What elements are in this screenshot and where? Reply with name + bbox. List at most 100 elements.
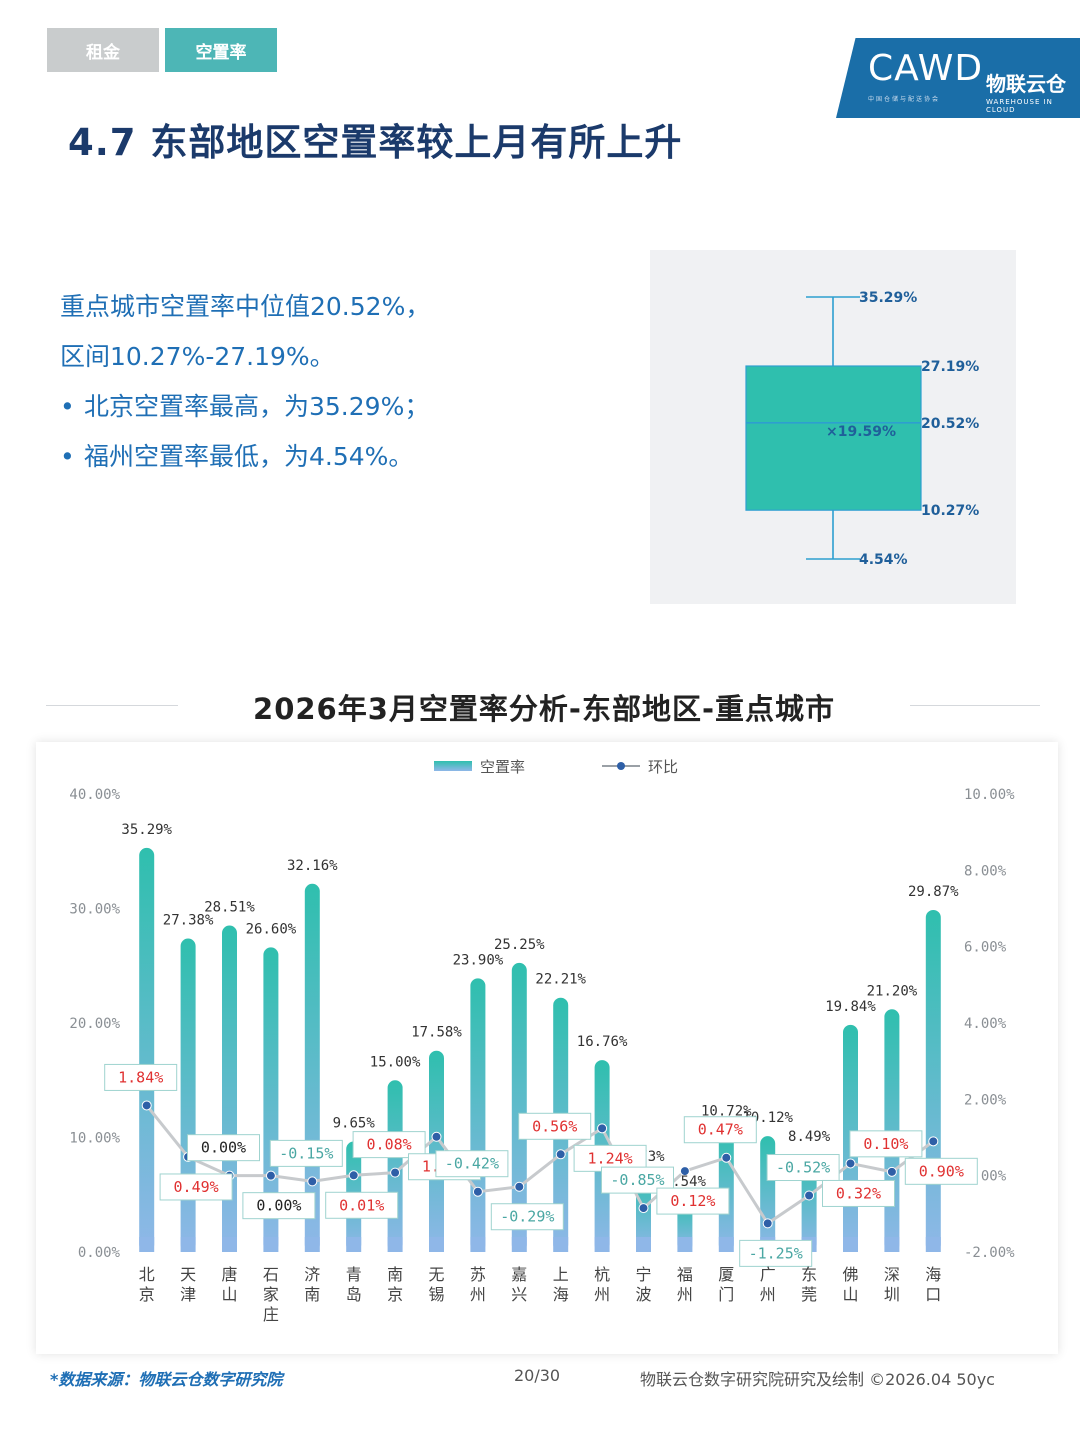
mom-dot-17 [845,1158,856,1169]
mom-label-14: 0.47% [698,1121,743,1139]
mom-label-16: -0.52% [776,1159,830,1177]
x-axis-category-12: 宁波 [635,1265,651,1304]
bar-19 [925,909,941,1252]
mom-dot-12 [638,1203,649,1214]
vacancy-bar-chart: 空置率 环比 0.00% 10.00% 20.00% 30.00% 40.00% -2.00%… [69,758,1015,1324]
mom-label-13: 0.12% [670,1192,715,1210]
mom-label-6: 0.08% [367,1136,412,1154]
x-axis-category-3: 石家庄 [263,1265,279,1324]
mom-label-18: 0.10% [863,1135,908,1153]
mom-label-box-0 [104,1063,178,1091]
box-iqr [745,365,922,511]
x-axis-category-char: 南 [304,1285,320,1304]
bar-base-11 [594,1237,610,1252]
bar-base-2 [222,1237,237,1252]
bar-value-label-0: 35.29% [121,822,172,838]
x-axis-category-8: 苏州 [470,1265,486,1304]
bar-9 [511,962,527,1252]
page-title: 4.7 东部地区空置率较上月有所上升 [68,121,683,164]
x-axis-category-char: 石 [263,1265,279,1284]
x-axis-category-10: 上海 [553,1265,569,1304]
mom-label-box-9 [490,1203,564,1231]
x-axis-category-char: 天 [180,1265,196,1284]
x-axis-category-14: 厦门 [718,1265,734,1304]
mom-dot-16 [804,1190,815,1201]
mom-label-0: 1.84% [118,1068,163,1086]
bar-2 [222,925,237,1252]
mom-label-box-14 [683,1116,757,1144]
box-label-max: 35.29% [859,290,917,306]
x-axis-category-char: 济 [304,1265,320,1284]
mom-label-9: -0.29% [500,1208,554,1226]
mom-dot-11 [597,1123,608,1134]
x-axis-category-7: 无锡 [428,1265,444,1304]
bar-value-label-6: 15.00% [370,1054,421,1070]
x-axis-category-char: 州 [470,1285,486,1304]
bar-base-19 [925,1237,941,1252]
x-axis-category-9: 嘉兴 [511,1265,527,1304]
bar-12 [636,1174,651,1252]
bar-1 [180,938,196,1252]
x-axis-category-char: 杭 [594,1265,610,1284]
x-axis-category-char: 青 [346,1265,362,1284]
mom-dot-0 [141,1100,152,1111]
cawd-logo-text: CAWD [868,48,984,89]
x-axis-category-char: 东 [801,1265,817,1284]
bar-value-label-7: 17.58% [411,1025,462,1041]
bar-base-14 [718,1237,734,1252]
section-divider-left [46,705,178,706]
x-axis-category-char: 海 [553,1285,569,1304]
chart-card: 空置率 环比 0.00% 10.00% 20.00% 30.00% 40.00% -2.00%… [36,742,1058,1354]
x-axis-category-char: 锡 [428,1285,444,1304]
page-number: 20/30 [514,1366,561,1385]
mom-label-19: 0.90% [919,1162,964,1180]
y-axis-tick-label: 30.00% [69,902,120,918]
mom-label-box-8 [435,1150,509,1178]
mom-label-15: -1.25% [749,1244,803,1262]
x-axis-category-char: 岛 [346,1285,362,1304]
x-axis-category-char: 州 [594,1285,610,1304]
section-divider-right [910,705,1040,706]
y-axis-tick-label: 20.00% [69,1016,120,1032]
box-label-q3: 27.19% [921,359,979,375]
mom-dot-6 [390,1167,401,1178]
mom-label-box-17 [822,1179,895,1207]
bar-base-6 [387,1237,403,1252]
x-axis-category-4: 济南 [304,1265,320,1304]
y2-axis-tick-label: -2.00% [964,1245,1015,1261]
mom-dot-9 [514,1181,525,1192]
tab-rent[interactable]: 租金 [47,28,159,72]
x-axis-category-0: 北京 [139,1265,155,1304]
box-label-min: 4.54% [859,552,908,568]
y2-axis-tick-label: 10.00% [964,787,1015,803]
mom-label-box-2 [187,1134,260,1162]
bar-base-13 [677,1237,693,1252]
box-label-q1: 10.27% [921,503,979,519]
mom-label-5: 0.01% [339,1196,384,1214]
x-axis-category-char: 深 [884,1265,900,1284]
x-axis-category-11: 杭州 [594,1265,610,1304]
x-axis-category-5: 青岛 [346,1265,362,1304]
mom-dot-5 [348,1170,359,1181]
bar-base-3 [263,1237,279,1252]
bar-base-18 [884,1237,900,1252]
mom-dot-8 [472,1186,483,1197]
bar-15 [760,1136,776,1252]
mom-label-box-1 [159,1173,233,1201]
x-axis-category-char: 海 [925,1265,941,1284]
x-axis-category-2: 唐山 [221,1265,237,1304]
mom-label-box-18 [849,1130,923,1158]
y2-axis-tick-label: 8.00% [964,863,1007,879]
y2-axis-tick-label: 6.00% [964,940,1007,956]
bar-base-17 [843,1237,858,1252]
mom-dot-13 [679,1166,690,1177]
x-axis-category-char: 上 [553,1265,569,1284]
x-axis-category-char: 津 [180,1285,196,1304]
bar-base-12 [636,1237,651,1252]
mom-dot-4 [307,1176,318,1187]
x-axis-category-char: 家 [263,1285,279,1304]
tab-vacancy[interactable]: 空置率 [165,28,277,72]
x-axis-category-char: 山 [842,1285,858,1304]
mom-label-3: 0.00% [256,1197,301,1215]
mom-label-1: 0.49% [174,1178,219,1196]
